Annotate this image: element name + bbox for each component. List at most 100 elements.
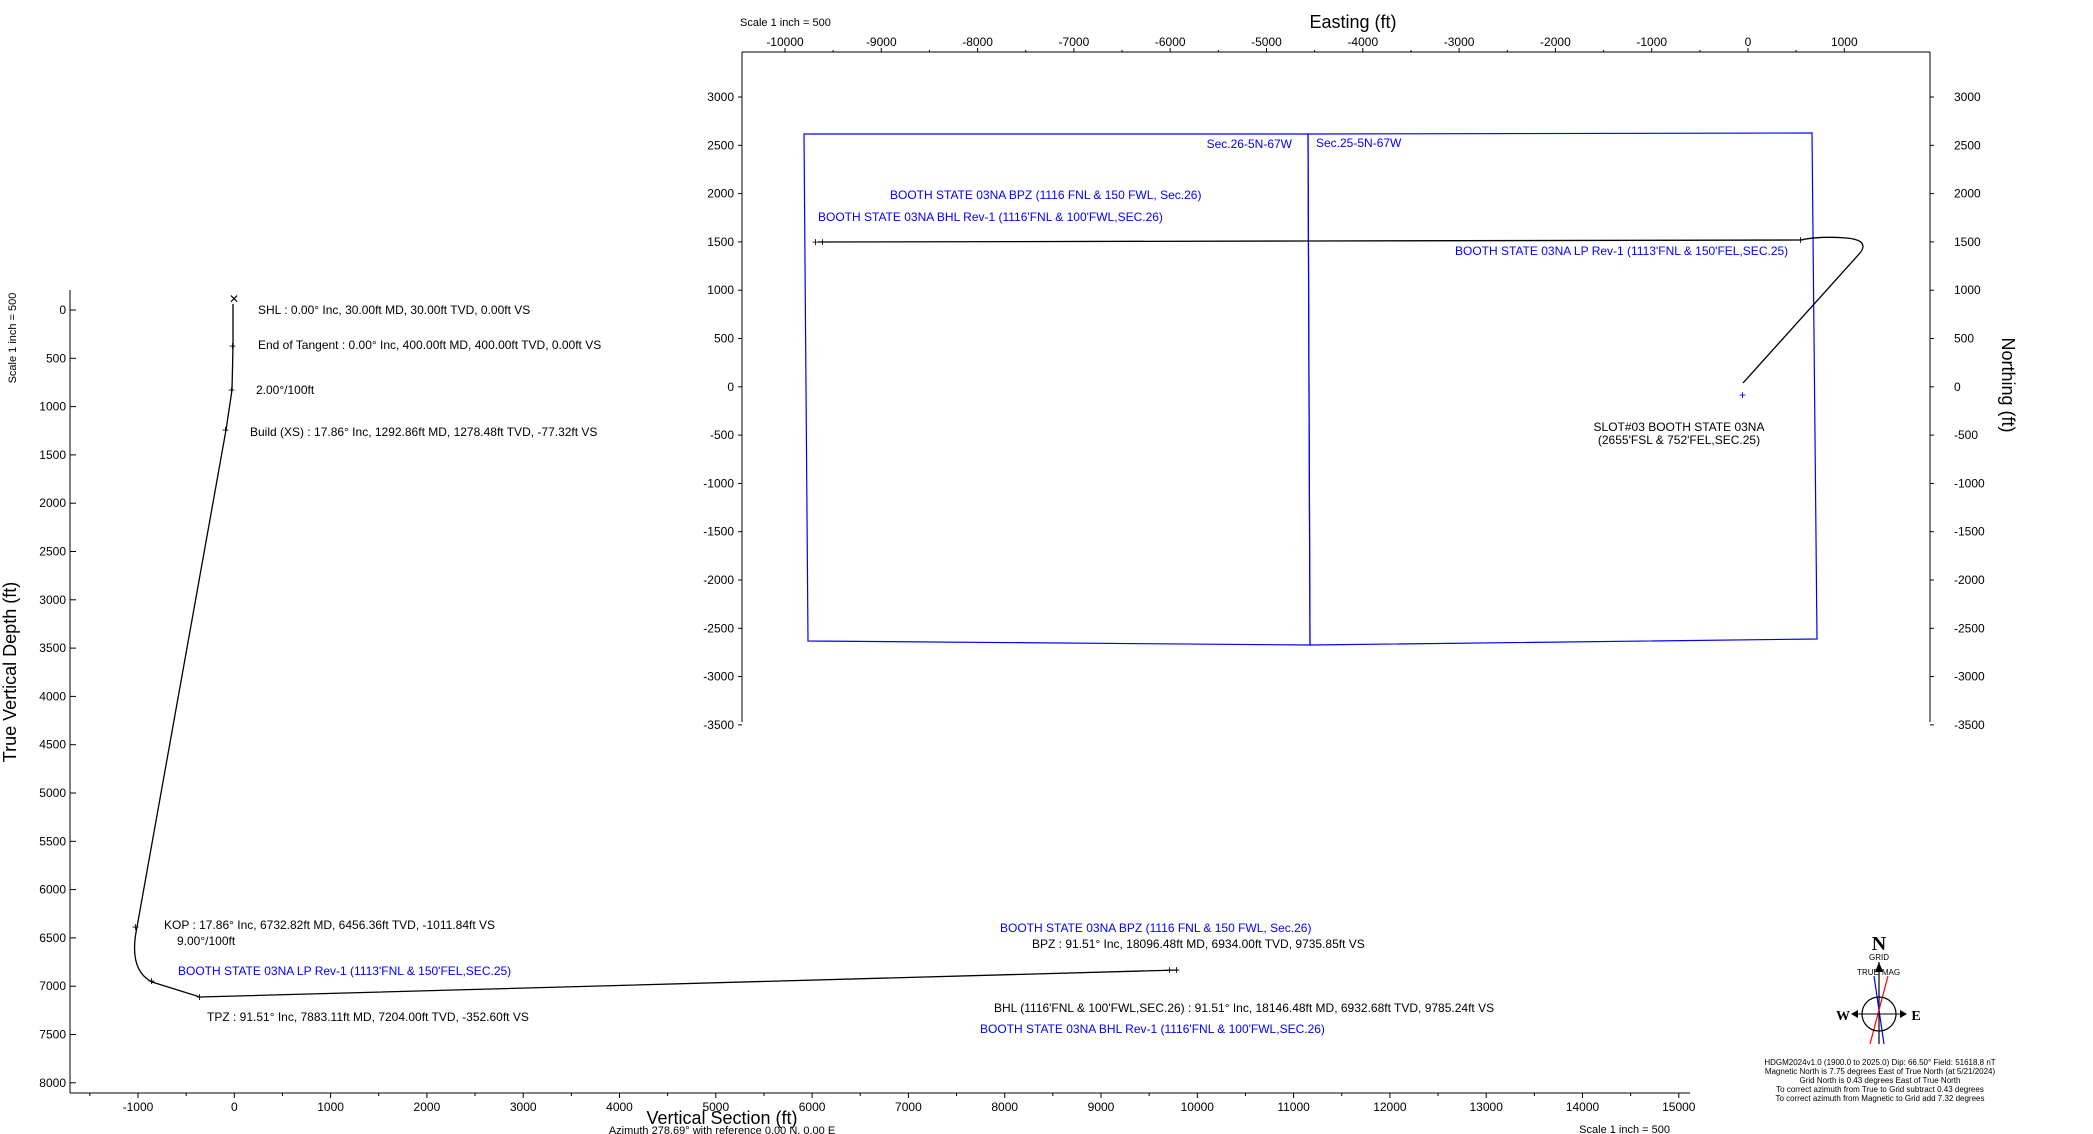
plan-bhl-label: BOOTH STATE 03NA BHL Rev-1 (1116'FNL & 1… xyxy=(818,210,1163,224)
eot-marker: + xyxy=(229,339,236,353)
plan-x-axis-title: Easting (ft) xyxy=(1309,12,1396,32)
plan-y-tick-label-left: 1000 xyxy=(707,283,734,297)
plan-lp-label: BOOTH STATE 03NA LP Rev-1 (1113'FNL & 15… xyxy=(1455,244,1788,258)
section-y-tick-label: 7500 xyxy=(39,1028,66,1042)
section-x-tick-label: 10000 xyxy=(1181,1100,1215,1114)
plan-y-tick-label-right: -2500 xyxy=(1954,621,1985,635)
plan-y-ticks: 3000 3000 2500 2500 2000 2000 1500 1500 1000 1000… xyxy=(703,90,1985,732)
section-y-tick-label: 3500 xyxy=(39,641,66,655)
plan-y-tick-label-left: 500 xyxy=(714,332,734,346)
section-y-tick-label: 4000 xyxy=(39,689,66,703)
plan-bpz-label: BOOTH STATE 03NA BPZ (1116 FNL & 150 FWL… xyxy=(890,188,1201,202)
section-y-tick-label: 4500 xyxy=(39,738,66,752)
lp-marker: + xyxy=(148,974,155,988)
bhl-label: BHL (1116'FNL & 100'FWL,SEC.26) : 91.51°… xyxy=(994,1001,1494,1015)
tpz-marker: + xyxy=(196,990,203,1004)
section-scale-label-bottom: Scale 1 inch = 500 xyxy=(1579,1124,1670,1134)
section-x-axis-title: Vertical Section (ft) xyxy=(646,1108,797,1128)
north-arrow: N GRID TRUE MAG W E HDGM2024v1.0 (1900.0… xyxy=(1764,933,1995,1103)
plan-y-tick-label-left: 0 xyxy=(727,380,734,394)
plan-x-tick-label: -1000 xyxy=(1636,35,1667,49)
section-x-tick-label: 12000 xyxy=(1373,1100,1407,1114)
shl-label: SHL : 0.00° Inc, 30.00ft MD, 30.00ft TVD… xyxy=(258,303,530,317)
plan-y-tick-label-right: -1000 xyxy=(1954,476,1985,490)
magnetic-to-grid-note: To correct azimuth from Magnetic to Grid… xyxy=(1776,1094,1985,1103)
plan-y-tick-label-left: -1500 xyxy=(703,525,734,539)
plan-y-tick-label-right: -1500 xyxy=(1954,525,1985,539)
plan-y-tick-label-left: 2500 xyxy=(707,138,734,152)
plan-y-tick-label-right: -2000 xyxy=(1954,573,1985,587)
section-x-tick-label: 8000 xyxy=(991,1100,1018,1114)
plan-x-ticks: -10000 -9000 -8000 -7000 -6000 -5000 -4000 -300… xyxy=(766,35,1858,52)
true-to-grid-note: To correct azimuth from True to Grid sub… xyxy=(1776,1085,1984,1094)
plan-y-tick-label-right: 2500 xyxy=(1954,138,1981,152)
section-y-tick-label: 6500 xyxy=(39,931,66,945)
plan-y-tick-label-right: 1500 xyxy=(1954,235,1981,249)
section-y-axis-title: True Vertical Depth (ft) xyxy=(0,582,20,762)
bpz-label: BPZ : 91.51° Inc, 18096.48ft MD, 6934.00… xyxy=(1032,937,1365,951)
section-x-tick-label: 7000 xyxy=(895,1100,922,1114)
shl-marker: ✕ xyxy=(229,292,239,306)
section-well-path xyxy=(133,304,1179,998)
section-y-ticks: 0 500 1000 1500 2000 2500 3000 3500 4000 4500 5000… xyxy=(39,303,76,1090)
section-x-tick-label: 0 xyxy=(231,1100,238,1114)
plan-x-tick-label: -3000 xyxy=(1444,35,1475,49)
section-x-tick-label: 6000 xyxy=(799,1100,826,1114)
slot-label: SLOT#03 BOOTH STATE 03NA xyxy=(1594,420,1765,434)
section-x-tick-label: 13000 xyxy=(1470,1100,1504,1114)
section-y-tick-label: 5000 xyxy=(39,786,66,800)
section-x-tick-label: -1000 xyxy=(123,1100,154,1114)
plan-y-axis-title: Northing (ft) xyxy=(1998,337,2018,432)
plan-view: Scale 1 inch = 500 Easting (ft) Northing… xyxy=(703,12,2018,732)
plan-y-tick-label-right: -3500 xyxy=(1954,718,1985,732)
section-y-tick-label: 500 xyxy=(46,351,66,365)
plan-x-tick-label: -4000 xyxy=(1347,35,1378,49)
section-x-tick-label: 1000 xyxy=(317,1100,344,1114)
true-north-label: TRUE xyxy=(1857,968,1879,977)
plan-bhl-marker: ++ xyxy=(812,235,826,249)
kop-marker: + xyxy=(132,920,139,934)
plan-y-tick-label-left: -500 xyxy=(710,428,734,442)
north-letter: N xyxy=(1872,933,1887,955)
magnetic-north-line xyxy=(1869,975,1889,1045)
section-x-tick-label: 2000 xyxy=(414,1100,441,1114)
plan-y-tick-label-left: 3000 xyxy=(707,90,734,104)
plan-x-tick-label: 0 xyxy=(1745,35,1752,49)
plan-y-tick-label-right: -500 xyxy=(1954,428,1978,442)
section-x-tick-label: 15000 xyxy=(1662,1100,1696,1114)
section-lp-label: BOOTH STATE 03NA LP Rev-1 (1113'FNL & 15… xyxy=(178,964,511,978)
section-scale-label-left: Scale 1 inch = 500 xyxy=(7,293,19,384)
plan-well-path xyxy=(817,236,1864,384)
plan-x-tick-label: -2000 xyxy=(1540,35,1571,49)
plan-x-tick-label: -5000 xyxy=(1251,35,1282,49)
plan-y-tick-label-right: 2000 xyxy=(1954,187,1981,201)
west-arrowhead xyxy=(1851,1010,1858,1018)
plan-x-tick-label: -6000 xyxy=(1155,35,1186,49)
section-x-tick-label: 11000 xyxy=(1277,1100,1310,1114)
eot-label: End of Tangent : 0.00° Inc, 400.00ft MD,… xyxy=(258,338,601,352)
plan-y-tick-label-left: -3500 xyxy=(703,718,734,732)
magnetic-model-note: HDGM2024v1.0 (1900.0 to 2025.0) Dip: 66.… xyxy=(1764,1058,1995,1067)
section-25-boundary xyxy=(1307,132,1818,646)
plan-y-tick-label-right: 0 xyxy=(1954,380,1961,394)
build-label: Build (XS) : 17.86° Inc, 1292.86ft MD, 1… xyxy=(250,425,597,439)
section-26-label: Sec.26-5N-67W xyxy=(1207,137,1293,151)
plan-x-tick-label: 1000 xyxy=(1831,35,1858,49)
kop-label: KOP : 17.86° Inc, 6732.82ft MD, 6456.36f… xyxy=(164,918,495,932)
plan-x-tick-label: -10000 xyxy=(766,35,804,49)
plan-lp-marker: + xyxy=(1797,233,1804,247)
section-x-tick-label: 3000 xyxy=(510,1100,537,1114)
plan-y-tick-label-left: -1000 xyxy=(703,476,734,490)
plan-y-tick-label-right: 3000 xyxy=(1954,90,1981,104)
section-x-tick-label: 14000 xyxy=(1566,1100,1600,1114)
magnetic-declination-note: Magnetic North is 7.75 degrees East of T… xyxy=(1765,1067,1996,1076)
section-y-tick-label: 7000 xyxy=(39,979,66,993)
magnetic-north-label: MAG xyxy=(1882,968,1900,977)
section-y-tick-label: 1000 xyxy=(39,400,66,414)
grid-convergence-note: Grid North is 0.43 degrees East of True … xyxy=(1800,1076,1961,1085)
section-view: Scale 1 inch = 500 True Vertical Depth (… xyxy=(0,290,1696,1134)
bpz-marker: ++ xyxy=(1166,963,1180,977)
section-y-tick-label: 1500 xyxy=(39,448,66,462)
grid-north-arrowhead xyxy=(1875,962,1883,972)
